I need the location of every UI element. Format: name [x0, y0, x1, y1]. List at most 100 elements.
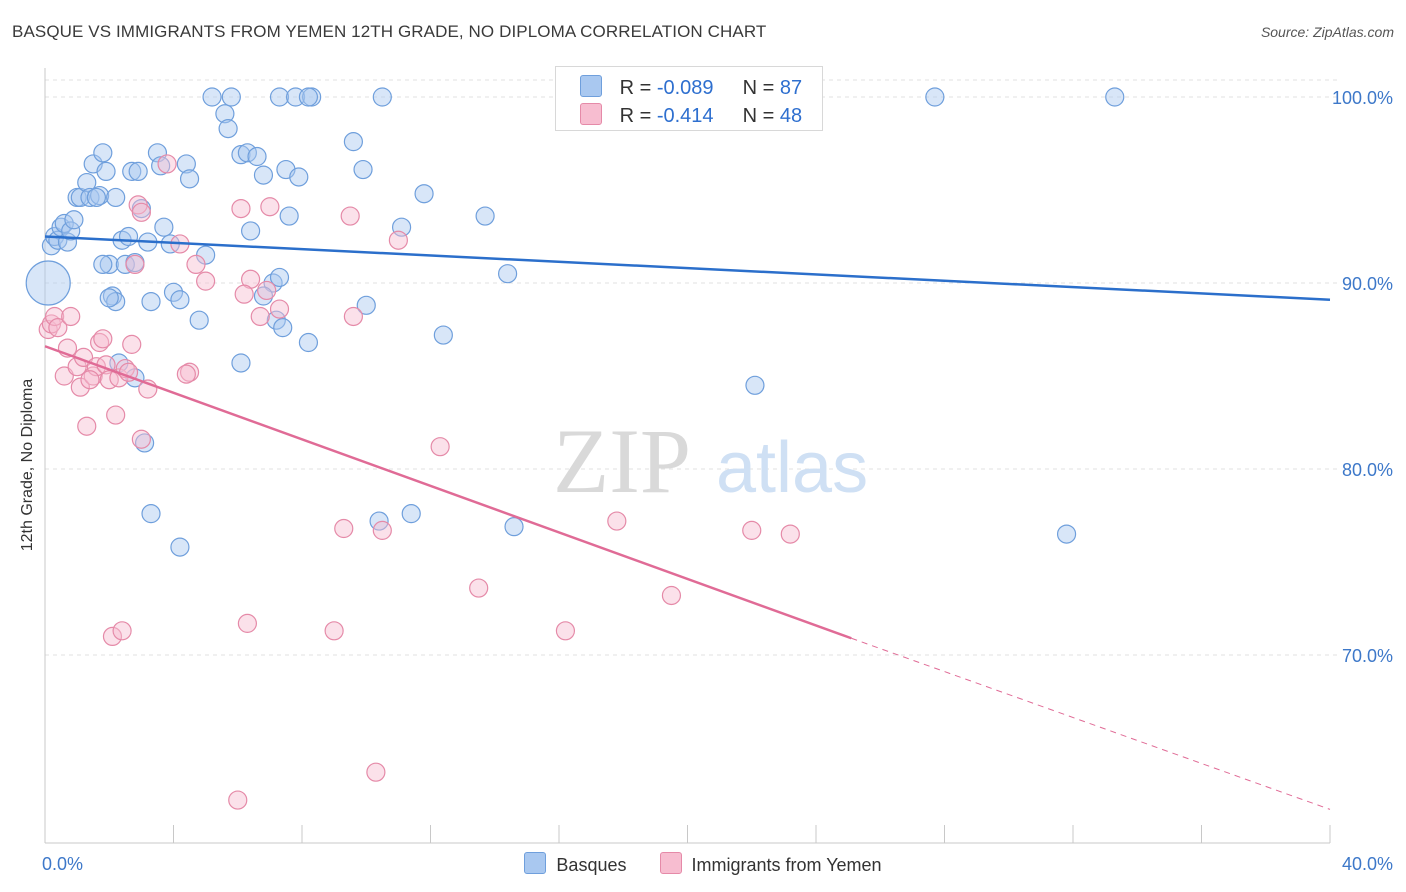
point-yemen: [607, 511, 627, 531]
legend-swatch-yemen: [580, 103, 602, 125]
point-basques: [163, 282, 184, 302]
point-yemen: [260, 197, 280, 217]
point-yemen: [555, 621, 576, 641]
trend-yemen: [44, 345, 852, 640]
point-yemen: [366, 762, 386, 782]
point-basques: [25, 260, 71, 306]
point-basques: [266, 310, 286, 330]
point-yemen: [102, 626, 123, 647]
point-basques: [498, 264, 518, 284]
point-basques: [215, 104, 235, 124]
legend-r-label: R =: [619, 77, 652, 99]
point-yemen: [70, 377, 90, 397]
point-basques: [61, 221, 81, 241]
point-basques: [231, 353, 251, 373]
point-basques: [298, 87, 319, 107]
legend-swatch-basques: [580, 75, 602, 97]
point-yemen: [112, 621, 132, 641]
trend-yemen-extension: [851, 637, 1331, 810]
point-basques: [289, 167, 309, 187]
point-basques: [343, 132, 363, 152]
point-yemen: [179, 362, 200, 382]
legend-r-value: -0.089: [656, 77, 714, 99]
series-legend: Basques Immigrants from Yemen: [0, 852, 1406, 876]
point-basques: [253, 286, 274, 306]
series-legend-yemen[interactable]: Immigrants from Yemen: [659, 852, 882, 876]
point-basques: [90, 185, 110, 206]
point-basques: [247, 146, 267, 167]
point-basques: [401, 504, 421, 524]
point-basques: [128, 161, 148, 181]
point-yemen: [237, 613, 257, 633]
point-yemen: [340, 206, 360, 226]
point-yemen: [372, 520, 392, 540]
stats-legend: R = -0.089 N = 87 R = -0.414 N = 48: [555, 66, 823, 131]
axes: [44, 68, 1331, 844]
point-yemen: [48, 318, 68, 338]
point-yemen: [250, 306, 270, 327]
series-label-yemen: Immigrants from Yemen: [691, 855, 882, 875]
legend-row-yemen: R = -0.414 N = 48: [580, 103, 802, 127]
legend-n-label: N =: [742, 77, 775, 99]
data-points: [25, 87, 1125, 810]
point-yemen: [742, 520, 762, 540]
point-yemen: [234, 284, 254, 304]
point-basques: [273, 318, 293, 338]
point-yemen: [61, 306, 81, 327]
legend-row-basques: R = -0.089 N = 87: [580, 75, 802, 99]
legend-r-label: R =: [619, 105, 652, 127]
point-yemen: [106, 405, 126, 425]
point-basques: [279, 206, 299, 226]
point-basques: [189, 310, 209, 330]
tick-labels: 100.0% 90.0% 80.0% 70.0% 0.0% 40.0%: [42, 88, 1393, 874]
point-basques: [122, 161, 142, 181]
watermark-atlas: atlas: [716, 428, 868, 508]
chart-title: BASQUE VS IMMIGRANTS FROM YEMEN 12TH GRA…: [12, 22, 767, 41]
point-basques: [269, 87, 290, 107]
point-yemen: [54, 366, 74, 386]
point-yemen: [780, 524, 800, 544]
point-basques: [102, 286, 123, 306]
point-basques: [151, 156, 171, 176]
trend-basques: [44, 235, 1331, 301]
point-basques: [80, 187, 100, 208]
point-basques: [433, 325, 453, 345]
legend-r-value: -0.414: [656, 105, 714, 127]
point-basques: [925, 87, 945, 107]
series-legend-basques[interactable]: Basques: [524, 852, 626, 876]
point-basques: [218, 119, 238, 139]
point-yemen: [257, 280, 277, 301]
point-basques: [115, 254, 135, 274]
y-tick-label: 70.0%: [1342, 646, 1393, 666]
series-swatch-yemen: [659, 852, 682, 874]
point-basques: [99, 288, 119, 308]
trend-lines: [44, 235, 1331, 810]
point-basques: [170, 290, 190, 310]
series-label-basques: Basques: [556, 855, 627, 875]
legend-n-label: N =: [742, 105, 775, 127]
y-tick-label: 100.0%: [1332, 88, 1393, 108]
point-basques: [179, 169, 200, 189]
point-yemen: [343, 306, 363, 327]
point-yemen: [93, 329, 113, 349]
point-basques: [745, 375, 765, 395]
point-yemen: [176, 364, 196, 384]
source-label: Source: ZipAtlas.com: [1260, 24, 1394, 40]
y-axis-label: 12th Grade, No Diploma: [19, 378, 36, 552]
point-yemen: [122, 334, 142, 354]
watermark-zip: ZIP: [553, 410, 691, 512]
legend-n-value: 87: [779, 77, 803, 99]
series-swatch-basques: [524, 852, 547, 874]
point-yemen: [77, 416, 97, 436]
point-basques: [1056, 524, 1077, 544]
point-yemen: [334, 518, 354, 539]
point-basques: [353, 159, 373, 180]
point-basques: [237, 143, 257, 163]
legend-n-value: 48: [779, 105, 803, 127]
point-basques: [231, 145, 251, 165]
point-basques: [77, 172, 97, 193]
point-yemen: [196, 271, 216, 291]
point-yemen: [430, 437, 450, 457]
point-yemen: [131, 202, 151, 222]
